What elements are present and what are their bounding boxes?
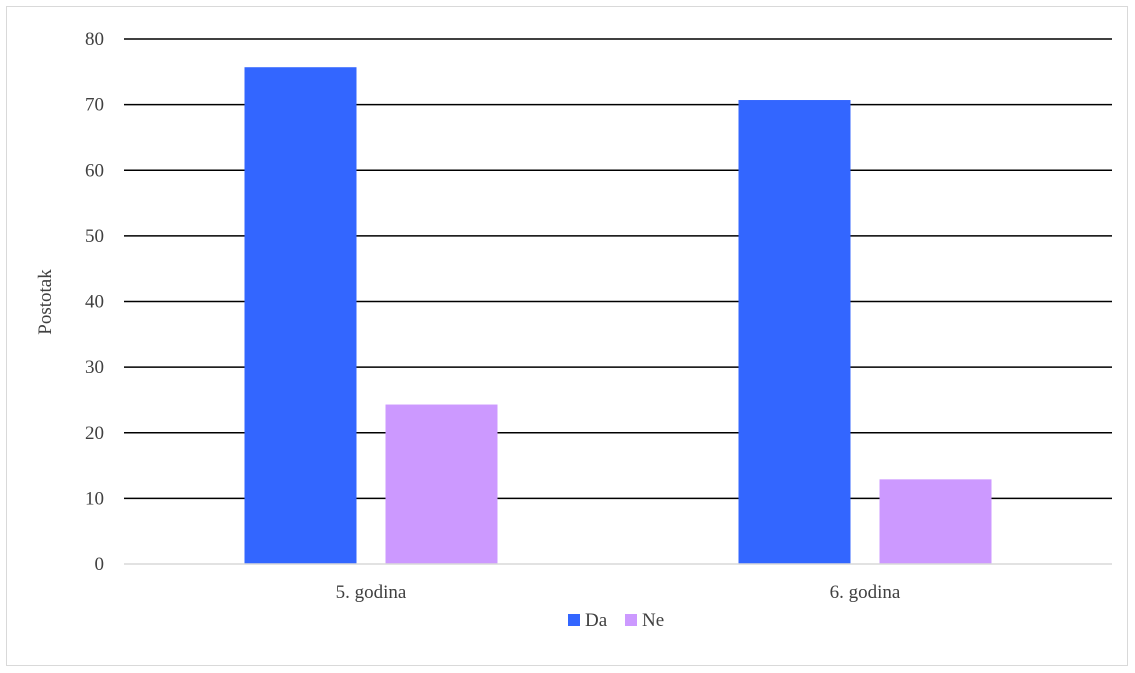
bar-da-1 — [244, 67, 357, 564]
x-tick-label: 5. godina — [336, 582, 407, 603]
bars — [244, 67, 992, 564]
legend-label-ne: Ne — [642, 610, 664, 631]
y-tick-label: 50 — [85, 226, 104, 247]
x-tick-label: 6. godina — [830, 582, 901, 603]
bar-ne-2 — [879, 479, 992, 564]
y-tick-label: 80 — [85, 29, 104, 50]
chart-frame: 0 10 20 30 40 50 60 70 80 5. godina 6. godina Post… — [6, 6, 1128, 666]
legend-swatch-da — [568, 614, 580, 626]
bar-ne-1 — [385, 404, 498, 564]
y-tick-label: 30 — [85, 357, 104, 378]
y-tick-label: 60 — [85, 160, 104, 181]
bar-da-2 — [738, 100, 851, 564]
y-axis-title: Postotak — [35, 269, 56, 335]
axes: 0 10 20 30 40 50 60 70 80 5. godina 6. godina — [85, 29, 1112, 603]
y-tick-label: 10 — [85, 488, 104, 509]
legend-label-da: Da — [585, 610, 608, 631]
y-tick-label: 70 — [85, 95, 104, 116]
y-tick-label: 40 — [85, 292, 104, 313]
legend-swatch-ne — [625, 614, 637, 626]
y-tick-label: 0 — [95, 554, 105, 575]
bar-chart: 0 10 20 30 40 50 60 70 80 5. godina 6. godina Post… — [35, 29, 1112, 631]
y-tick-label: 20 — [85, 423, 104, 444]
legend: Da Ne — [568, 610, 664, 631]
